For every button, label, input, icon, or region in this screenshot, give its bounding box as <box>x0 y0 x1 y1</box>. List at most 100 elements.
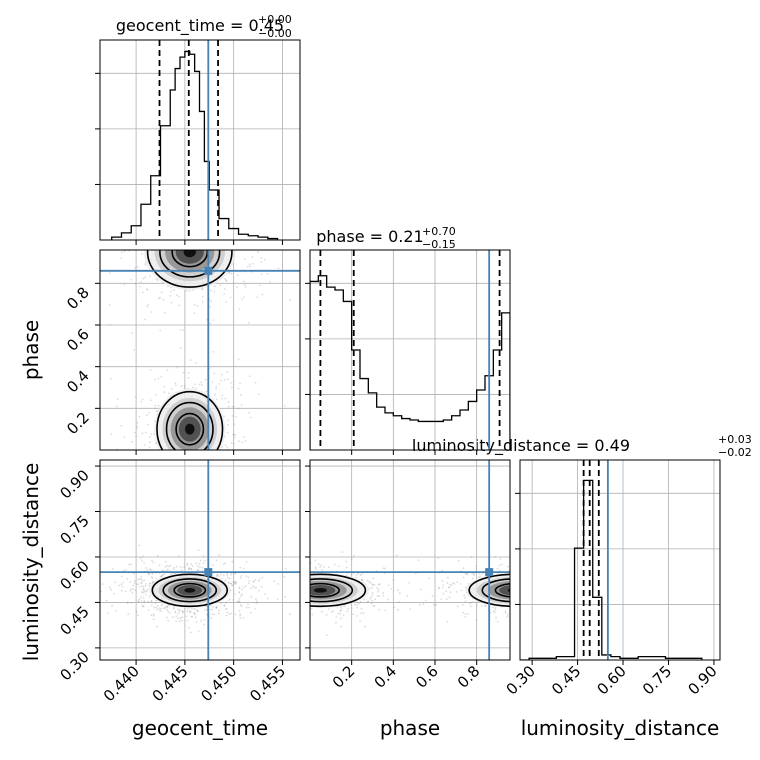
scatter-point <box>297 605 299 607</box>
truth-marker <box>204 266 213 275</box>
scatter-point <box>199 566 201 568</box>
scatter-point <box>219 221 221 223</box>
scatter-point <box>305 572 307 574</box>
scatter-point <box>178 295 181 298</box>
scatter-point <box>262 593 264 595</box>
scatter-point <box>232 589 235 591</box>
scatter-point <box>167 457 169 459</box>
scatter-point <box>560 602 562 604</box>
scatter-point <box>368 581 371 583</box>
scatter-point <box>319 565 322 568</box>
scatter-point <box>174 384 177 387</box>
scatter-point <box>257 251 259 254</box>
scatter-point <box>257 580 260 582</box>
contour-line <box>481 578 510 603</box>
scatter-point <box>170 301 173 304</box>
scatter-point <box>539 587 541 589</box>
scatter-point <box>150 600 153 603</box>
scatter-point <box>202 222 204 224</box>
scatter-point <box>223 277 226 280</box>
y-axis-label-luminosity-distance: luminosity_distance <box>19 463 43 662</box>
scatter-point <box>135 610 138 613</box>
scatter-point <box>131 440 133 443</box>
scatter-point <box>198 471 200 473</box>
histogram-bar <box>377 407 385 450</box>
scatter-point <box>160 464 162 466</box>
scatter-point <box>560 573 562 575</box>
scatter-point <box>378 583 381 585</box>
scatter-point <box>557 571 559 573</box>
scatter-point <box>202 555 205 557</box>
scatter-point <box>178 620 181 623</box>
scatter-point <box>549 574 551 576</box>
scatter-point <box>153 432 155 435</box>
scatter-point <box>212 244 214 246</box>
scatter-point <box>228 234 230 236</box>
scatter-point <box>271 587 273 589</box>
scatter-point <box>144 583 147 585</box>
scatter-point <box>549 607 551 609</box>
scatter-point <box>514 565 516 567</box>
scatter-point <box>214 285 217 288</box>
scatter-point <box>161 467 163 469</box>
scatter-point <box>230 242 232 244</box>
scatter-point <box>236 219 238 221</box>
scatter-point <box>561 578 563 580</box>
scatter-point <box>534 569 536 571</box>
scatter-point <box>302 593 304 595</box>
scatter-point <box>528 564 530 566</box>
scatter-point <box>128 563 131 566</box>
scatter-point <box>153 240 155 242</box>
scatter-point <box>550 592 552 594</box>
scatter-point <box>238 609 241 612</box>
scatter-point <box>190 217 192 219</box>
scatter-point <box>295 600 297 602</box>
scatter-point <box>549 597 551 599</box>
scatter-point <box>260 213 262 215</box>
scatter-point <box>208 298 211 301</box>
scatter-point <box>174 382 177 385</box>
scatter-point <box>371 599 374 602</box>
scatter-point <box>265 595 267 597</box>
scatter-point <box>296 604 298 606</box>
scatter-point <box>198 563 201 565</box>
scatter-point <box>200 223 202 225</box>
scatter-point <box>303 577 305 579</box>
scatter-point <box>556 589 558 591</box>
scatter-point <box>368 587 371 590</box>
scatter-point <box>181 610 184 613</box>
scatter-point <box>475 619 478 622</box>
scatter-point <box>126 241 128 243</box>
scatter-point <box>132 584 135 587</box>
scatter-point <box>142 605 145 608</box>
scatter-point <box>177 608 179 611</box>
scatter-point <box>297 568 299 570</box>
scatter-point <box>540 584 542 586</box>
scatter-point <box>286 600 288 602</box>
scatter-point <box>335 621 337 624</box>
scatter-point <box>161 457 163 459</box>
scatter-point <box>214 230 216 232</box>
scatter-point <box>513 587 515 589</box>
scatter-point <box>538 581 540 583</box>
scatter-point <box>224 608 227 611</box>
x-tick-label: 0.455 <box>246 662 289 705</box>
scatter-point <box>190 451 192 453</box>
x-axis-label-geocent-time: geocent_time <box>132 716 268 740</box>
scatter-point <box>506 615 509 618</box>
scatter-point <box>180 385 183 388</box>
scatter-point <box>335 615 338 618</box>
scatter-point <box>596 583 598 585</box>
scatter-point <box>499 569 501 572</box>
scatter-point <box>130 224 132 226</box>
scatter-point <box>162 607 165 610</box>
scatter-point <box>129 581 132 583</box>
histogram-bar <box>239 234 249 240</box>
scatter-point <box>543 591 545 593</box>
scatter-point <box>163 525 165 527</box>
scatter-point <box>174 454 176 456</box>
title-geocent-time-minus: −0.00 <box>258 27 292 40</box>
scatter-point <box>138 544 141 547</box>
scatter-point <box>248 606 251 609</box>
scatter-point <box>528 591 530 593</box>
